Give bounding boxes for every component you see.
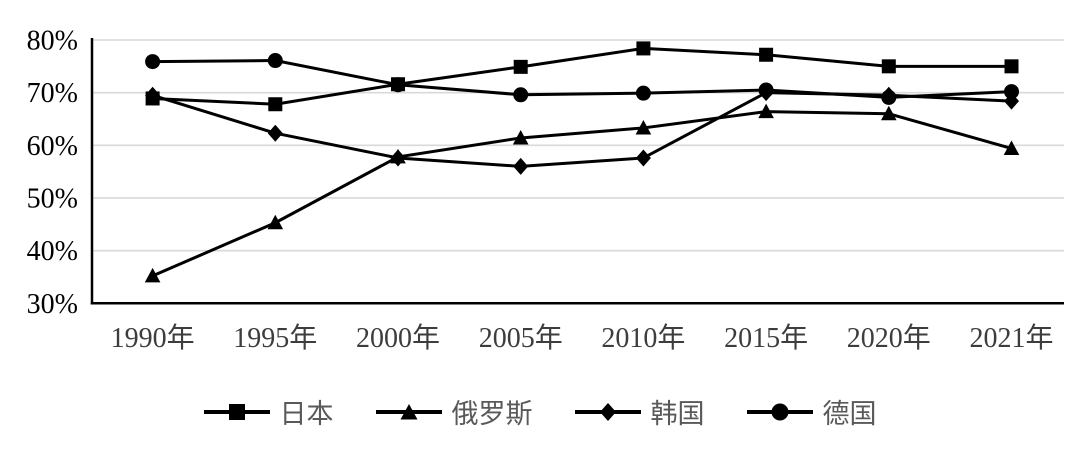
triangle-marker: [881, 105, 897, 121]
legend-label: 俄罗斯: [451, 399, 533, 429]
triangle-marker: [1003, 140, 1020, 155]
circle-marker: [881, 89, 897, 105]
diamond-marker: [390, 149, 406, 167]
legend-label: 韩国: [650, 399, 705, 429]
legend-key-diamond: [574, 402, 641, 421]
legend-key-square: [203, 403, 270, 420]
square-marker: [513, 59, 528, 74]
square-marker: [881, 59, 896, 74]
square-marker: [1004, 59, 1019, 74]
circle-marker: [635, 85, 651, 101]
circle-marker: [771, 403, 788, 420]
x-tick-label: 2020年: [847, 322, 931, 354]
series-line-square: [152, 46, 1012, 106]
x-tick-label: 2010年: [601, 322, 685, 354]
triangle-marker: [512, 129, 529, 145]
triangle-marker: [758, 103, 774, 119]
legend-item-2: 韩国: [574, 392, 705, 431]
y-tick-label: 70%: [27, 78, 78, 109]
x-tick-label: 2000年: [356, 322, 440, 354]
diamond-marker: [513, 157, 529, 175]
x-tick-label: 1990年: [111, 322, 195, 354]
square-marker: [636, 41, 651, 56]
y-tick-label: 50%: [27, 183, 78, 214]
x-tick-label: 2005年: [479, 322, 563, 354]
legend-label: 日本: [279, 399, 334, 429]
y-tick-label: 60%: [27, 131, 78, 162]
y-tick-label: 30%: [27, 289, 78, 320]
square-marker: [145, 91, 160, 106]
y-tick-label: 80%: [27, 26, 78, 57]
y-tick-label: 40%: [27, 236, 78, 267]
circle-marker: [1004, 84, 1019, 100]
series-line-triangle: [152, 110, 1012, 278]
legend-item-3: 德国: [746, 392, 877, 431]
x-tick-label: 2021年: [969, 322, 1053, 354]
circle-marker: [267, 53, 283, 69]
plot-area: 30% 40% 50% 60% 70% 80% 1990年 1995年 2000年 2005年 20…: [27, 26, 1064, 354]
diamond-marker: [599, 402, 616, 421]
square-marker: [228, 403, 245, 420]
diamond-marker: [635, 149, 651, 167]
square-marker: [268, 97, 283, 112]
circle-marker: [145, 54, 161, 70]
square-marker: [391, 77, 405, 92]
circle-marker: [513, 87, 529, 103]
triangle-marker: [400, 403, 417, 419]
series-line-circle: [152, 59, 1012, 99]
legend-key-circle: [746, 403, 813, 420]
legend-key-triangle: [375, 403, 442, 419]
triangle-marker: [635, 119, 652, 135]
diamond-marker: [267, 124, 283, 142]
square-marker: [759, 47, 774, 62]
x-tick-label: 1995年: [233, 322, 317, 354]
triangle-marker: [144, 267, 161, 283]
legend-item-1: 俄罗斯: [375, 392, 533, 431]
legend-label: 德国: [822, 399, 877, 429]
circle-marker: [758, 82, 774, 98]
legend-item-0: 日本: [203, 392, 334, 431]
x-tick-label: 2015年: [724, 322, 808, 354]
chart-legend: 日本 俄罗斯 韩国 德国: [0, 392, 1080, 431]
triangle-marker: [267, 214, 284, 230]
